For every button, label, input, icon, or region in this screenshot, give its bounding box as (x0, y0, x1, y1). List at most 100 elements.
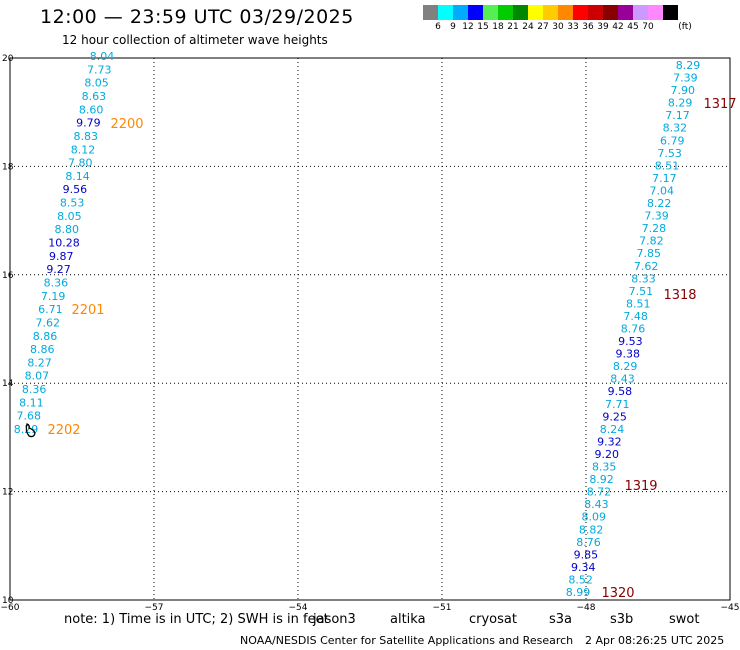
latitude-label: 10 (2, 596, 14, 606)
colorbar-swatch (453, 5, 468, 20)
legend-s3b: s3b (610, 612, 634, 627)
wave-height-value: 7.39 (673, 72, 698, 85)
longitude-label: −54 (289, 603, 308, 613)
colorbar-tick-label: 70 (642, 22, 654, 32)
legend-altika: altika (390, 612, 426, 627)
map-frame (9, 57, 731, 601)
wave-height-value: 8.72 (587, 486, 612, 499)
wave-height-value: 8.43 (610, 373, 635, 386)
wave-height-value: 9.25 (602, 410, 627, 423)
wave-height-value: 8.32 (663, 122, 688, 135)
east-satellite-pass: 8.297.397.908.297.178.326.797.538.517.17… (566, 59, 701, 599)
colorbar-swatch (588, 5, 603, 20)
colorbar-swatch (438, 5, 453, 20)
wave-height-value: 9.87 (49, 250, 74, 263)
longitude-label: −51 (433, 603, 452, 613)
legend-jason3: jason3 (313, 612, 356, 627)
colorbar-swatch (543, 5, 558, 20)
island-outline (25, 423, 36, 438)
wave-height-value: 7.73 (87, 63, 112, 76)
colorbar-tick-label: 39 (597, 22, 609, 32)
wave-height-value: 8.82 (579, 523, 604, 536)
wave-height-value: 7.28 (642, 222, 667, 235)
wave-height-value: 7.19 (41, 290, 66, 303)
colorbar-swatch (498, 5, 513, 20)
wave-height-value: 8.12 (71, 143, 96, 156)
colorbar-swatch (663, 5, 678, 20)
wave-height-value: 8.51 (626, 297, 651, 310)
longitude-label: −57 (145, 603, 164, 613)
latitude-label: 18 (2, 162, 14, 172)
wave-height-value: 7.62 (634, 260, 659, 273)
wave-height-value: 8.99 (566, 586, 591, 599)
wave-height-value: 8.27 (27, 356, 52, 369)
graticule (10, 58, 730, 600)
wave-height-value: 8.24 (600, 423, 625, 436)
wave-height-value: 8.05 (57, 210, 82, 223)
page-title: 12:00 — 23:59 UTC 03/29/2025 (40, 6, 354, 28)
colorbar-swatch (483, 5, 498, 20)
wave-height-value: 8.29 (668, 97, 693, 110)
axis-labels: 20 18 16 14 12 10−60 −57 −54 −51 −48 −45 (1, 54, 740, 613)
wave-height-value: 9.20 (595, 448, 620, 461)
colorbar-swatch (423, 5, 438, 20)
colorbar-tick-label: 27 (537, 22, 549, 32)
west-satellite-pass: 8.047.738.058.638.609.798.838.127.808.14… (14, 50, 115, 436)
wave-height-value: 9.27 (46, 263, 71, 276)
wave-height-value: 8.52 (568, 573, 593, 586)
track-id-label: 1318 (663, 288, 696, 303)
wave-height-value: 7.17 (665, 109, 690, 122)
track-id-label: 1319 (624, 479, 657, 494)
colorbar-swatch (618, 5, 633, 20)
wave-height-value: 7.04 (650, 184, 675, 197)
wave-height-value: 9.58 (608, 385, 633, 398)
longitude-label: −45 (721, 603, 740, 613)
wave-height-value: 7.80 (68, 157, 93, 170)
track-labels: 2200 2201 2202 1317 1318 1319 1320 (47, 97, 736, 601)
wave-height-value: 8.36 (44, 276, 69, 289)
track-id-label: 1320 (601, 586, 634, 601)
page-subtitle: 12 hour collection of altimeter wave hei… (62, 33, 328, 47)
latitude-label: 16 (2, 271, 14, 281)
wave-height-value: 7.82 (639, 235, 664, 248)
wave-height-value: 7.68 (16, 410, 41, 423)
wave-height-value: 8.29 (613, 360, 638, 373)
wave-height-value: 8.22 (647, 197, 672, 210)
wave-height-value: 8.36 (22, 383, 47, 396)
wave-height-value: 8.80 (54, 223, 79, 236)
colorbar-swatch (648, 5, 663, 20)
track-id-label: 1317 (703, 97, 736, 112)
wave-height-value: 9.79 (76, 117, 101, 130)
colorbar-tick-label: 9 (450, 22, 456, 32)
wave-height-value: 7.39 (644, 210, 669, 223)
wave-height-value: 8.43 (584, 498, 609, 511)
colorbar-swatch (558, 5, 573, 20)
colorbar-unit-label: (ft) (678, 22, 692, 32)
wave-height-value: 8.14 (65, 170, 90, 183)
wave-height-value: 7.62 (35, 316, 60, 329)
wave-height-value: 7.85 (636, 247, 661, 260)
wave-height-value: 7.17 (652, 172, 677, 185)
wave-height-value: 6.79 (660, 134, 685, 147)
wave-height-value: 8.83 (73, 130, 98, 143)
wave-height-value: 9.85 (574, 548, 599, 561)
colorbar-swatch (528, 5, 543, 20)
legend-swot: swot (669, 612, 700, 627)
colorbar-swatch (633, 5, 648, 20)
wave-height-value: 8.53 (60, 197, 85, 210)
wave-height-value: 8.29 (676, 59, 701, 72)
track-id-label: 2201 (71, 303, 104, 318)
colorbar-tick-label: 21 (507, 22, 519, 32)
wave-height-value: 8.33 (631, 272, 656, 285)
colorbar-tick-label: 6 (435, 22, 441, 32)
track-id-label: 2202 (47, 423, 80, 438)
wave-height-value: 8.35 (592, 461, 617, 474)
wave-height-value: 9.56 (63, 183, 88, 196)
wave-height-value: 9.32 (597, 435, 622, 448)
colorbar-tick-label: 30 (552, 22, 564, 32)
wave-height-value: 7.90 (671, 84, 696, 97)
wave-height-value: 8.51 (655, 159, 680, 172)
generated-timestamp: 2 Apr 08:26:25 UTC 2025 (585, 634, 725, 647)
legend-cryosat: cryosat (469, 612, 517, 627)
